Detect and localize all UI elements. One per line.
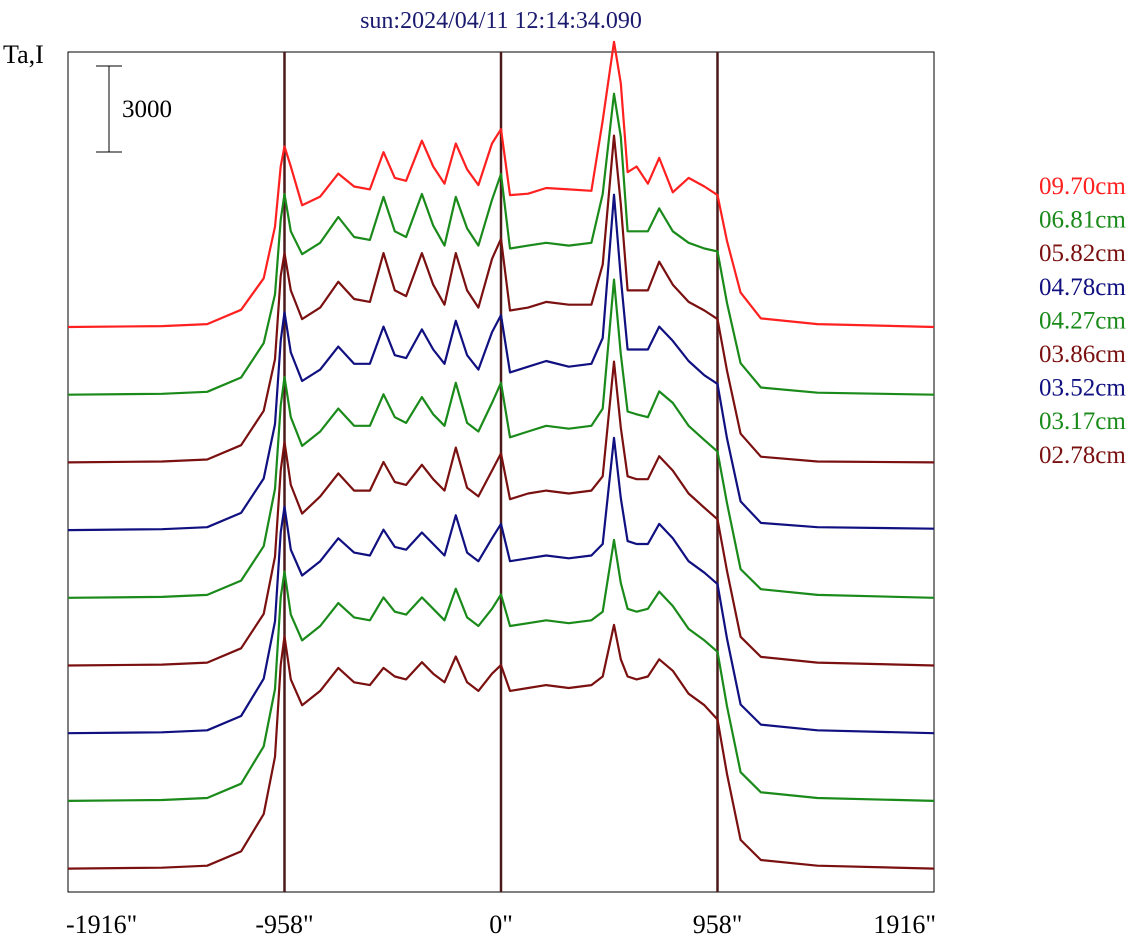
x-tick-labels: -1916" -958" 0" 958" 1916"	[66, 910, 936, 939]
legend-item-02.78cm: 02.78cm	[1039, 442, 1126, 469]
legend-item-09.70cm: 09.70cm	[1039, 173, 1126, 200]
scale-bar-label: 3000	[122, 96, 172, 123]
series-line-03.17cm	[67, 538, 935, 802]
legend-item-03.86cm: 03.86cm	[1039, 341, 1126, 368]
series-line-03.86cm	[67, 360, 935, 667]
legend-item-05.82cm: 05.82cm	[1039, 240, 1126, 267]
y-axis-label: Ta,I	[3, 40, 44, 69]
x-tick-label: -958"	[255, 910, 313, 939]
legend-item-03.52cm: 03.52cm	[1039, 375, 1126, 402]
x-tick-label: 1916"	[873, 910, 936, 939]
scale-bar: 3000	[96, 65, 172, 153]
series-line-06.81cm	[67, 92, 935, 396]
reference-lines	[283, 52, 719, 892]
x-tick-label: -1916"	[66, 910, 137, 939]
x-tick-label: 958"	[693, 910, 743, 939]
series-line-02.78cm	[67, 623, 935, 870]
legend-item-06.81cm: 06.81cm	[1039, 207, 1126, 234]
legend-item-03.17cm: 03.17cm	[1039, 408, 1126, 435]
series-line-05.82cm	[67, 134, 935, 464]
series-line-04.78cm	[67, 193, 935, 532]
chart-title: sun:2024/04/11 12:14:34.090	[360, 8, 642, 34]
series-layer	[67, 40, 935, 870]
x-tick-label: 0"	[489, 910, 513, 939]
series-line-09.70cm	[67, 40, 935, 329]
legend: 09.70cm 06.81cm 05.82cm 04.78cm 04.27cm 03.86…	[1039, 173, 1126, 469]
legend-item-04.27cm: 04.27cm	[1039, 307, 1126, 334]
series-line-03.52cm	[67, 436, 935, 735]
legend-item-04.78cm: 04.78cm	[1039, 274, 1126, 301]
series-line-04.27cm	[67, 278, 935, 599]
